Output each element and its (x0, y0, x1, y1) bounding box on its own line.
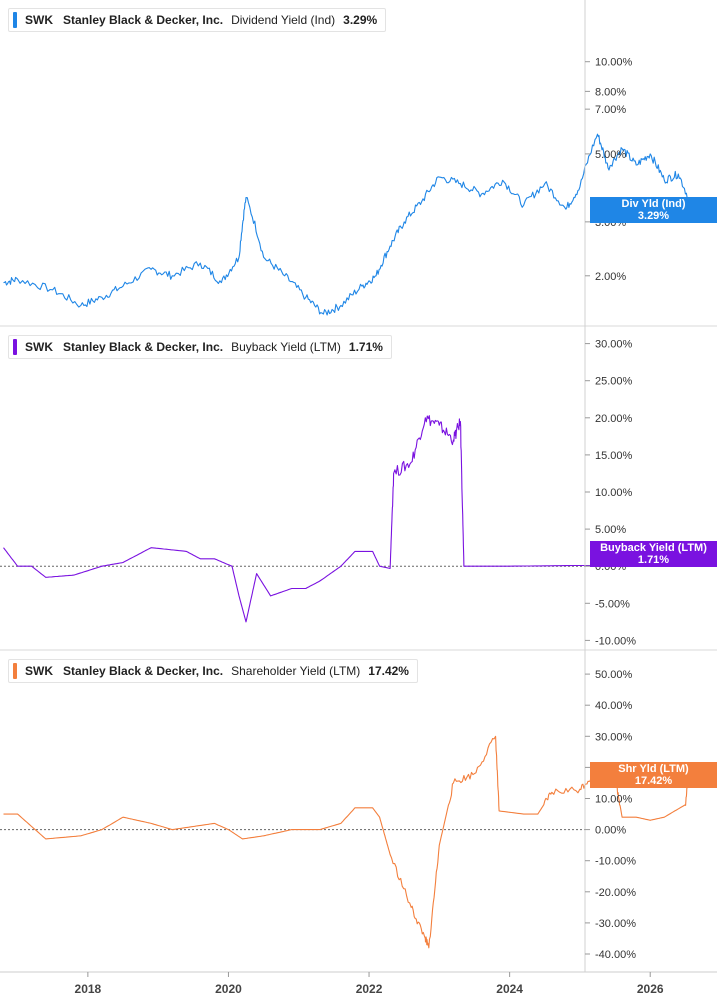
series-line-div (3, 133, 693, 316)
y-tick-label: 40.00% (595, 700, 633, 712)
y-tick-label: -40.00% (595, 949, 636, 961)
y-tick-label: 20.00% (595, 413, 633, 425)
legend-swatch (13, 12, 17, 28)
y-tick-label: -10.00% (595, 635, 636, 647)
value-tag-shareholder-yield: Shr Yld (LTM) 17.42% (590, 762, 717, 788)
legend-company: Stanley Black & Decker, Inc. (63, 13, 224, 27)
y-tick-label: 2.00% (595, 271, 626, 283)
value-tag-label: Shr Yld (LTM) (618, 763, 689, 775)
legend-value: 17.42% (368, 664, 409, 678)
y-tick-label: 8.00% (595, 86, 626, 98)
y-tick-label: 10.00% (595, 487, 633, 499)
y-tick-label: -20.00% (595, 887, 636, 899)
legend-company: Stanley Black & Decker, Inc. (63, 340, 224, 354)
legend-swatch (13, 339, 17, 355)
legend-metric: Buyback Yield (LTM) (231, 340, 341, 354)
y-tick-label: 7.00% (595, 104, 626, 116)
y-tick-label: 0.00% (595, 825, 626, 837)
legend-swatch (13, 663, 17, 679)
x-tick-label: 2018 (75, 982, 102, 996)
grid-layer (0, 565, 585, 831)
y-tick-label: -5.00% (595, 598, 630, 610)
legend-value: 1.71% (348, 340, 383, 354)
x-tick-label: 2026 (637, 982, 664, 996)
y-tick-label: 30.00% (595, 339, 633, 351)
legend-metric: Dividend Yield (Ind) (231, 13, 336, 27)
value-tag-value: 1.71% (637, 554, 670, 566)
value-tag-label: Buyback Yield (LTM) (600, 542, 707, 554)
x-tick-label: 2024 (496, 982, 523, 996)
legend-dividend-yield[interactable]: SWK Stanley Black & Decker, Inc. Dividen… (8, 8, 387, 32)
value-tag-value: 3.29% (637, 210, 670, 222)
y-tick-label: -10.00% (595, 856, 636, 868)
legend-shareholder-yield[interactable]: SWK Stanley Black & Decker, Inc. Shareho… (8, 659, 418, 683)
x-tick-label: 2022 (356, 982, 383, 996)
y-tick-label: 15.00% (595, 450, 633, 462)
legend-metric: Shareholder Yield (LTM) (231, 664, 361, 678)
y-tick-label: 10.00% (595, 57, 633, 69)
value-tag-value: 17.42% (634, 775, 673, 787)
legend-company: Stanley Black & Decker, Inc. (63, 664, 224, 678)
legend-ticker: SWK (25, 340, 53, 354)
y-tick-label: 5.00% (595, 524, 626, 536)
legend-ticker: SWK (25, 664, 53, 678)
x-tick-label: 2020 (215, 982, 242, 996)
value-tag-label: Div Yld (Ind) (621, 198, 686, 210)
y-tick-label: 30.00% (595, 731, 633, 743)
legend-ticker: SWK (25, 13, 53, 27)
value-tag-dividend-yield: Div Yld (Ind) 3.29% (590, 197, 717, 223)
y-tick-label: 50.00% (595, 669, 633, 681)
y-tick-label: -30.00% (595, 918, 636, 930)
y-tick-label: 10.00% (595, 794, 633, 806)
value-tag-buyback-yield: Buyback Yield (LTM) 1.71% (590, 541, 717, 567)
y-tick-label: 25.00% (595, 376, 633, 388)
series-line-bb (3, 415, 693, 623)
legend-buyback-yield[interactable]: SWK Stanley Black & Decker, Inc. Buyback… (8, 335, 392, 359)
y-tick-label: 5.00% (595, 149, 626, 161)
legend-value: 3.29% (343, 13, 378, 27)
